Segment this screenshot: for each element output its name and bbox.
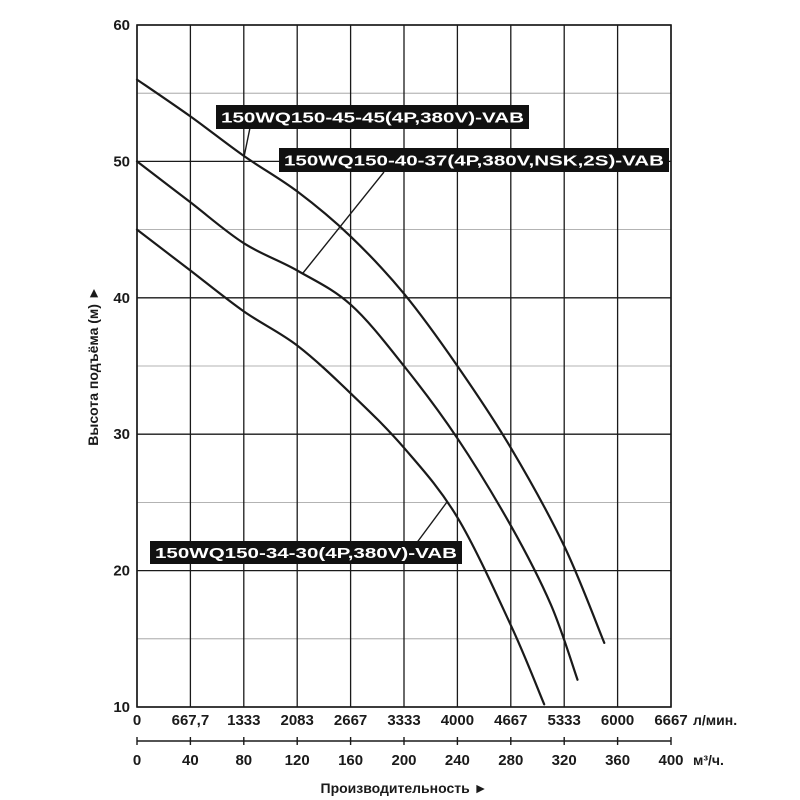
series-label: 150WQ150-40-37(4P,380V,NSK,2S)-VAB [284,153,664,170]
y-tick-label: 40 [113,290,130,307]
x-tick-label-m3h: 120 [285,752,310,769]
y-tick-label: 20 [113,563,130,580]
curve-150wq150-40-37 [135,160,579,681]
second-x-axis [136,737,672,745]
callout-layer [243,117,448,557]
x-unit-m3h: м³/ч. [693,752,724,768]
x-tick-label-lpm: 6000 [601,712,634,729]
series-label-box [150,541,462,564]
x-tick-label-lpm: 4667 [494,712,527,729]
x-tick-label-lpm: 2667 [334,712,367,729]
y-tick-label: 60 [113,17,130,34]
y-tick-label: 30 [113,426,130,443]
y-tick-label: 10 [113,699,130,716]
series-layer [135,78,606,706]
x-tick-label-lpm: 5333 [548,712,581,729]
x-tick-label-m3h: 40 [182,752,199,769]
x-tick-label-m3h: 200 [391,752,416,769]
label-leader-line [302,171,385,274]
x-tick-label-m3h: 320 [552,752,577,769]
series-label: 150WQ150-45-45(4P,380V)-VAB [221,110,524,127]
x-tick-label-lpm: 6667 [654,712,687,729]
x-tick-label-lpm: 1333 [227,712,260,729]
x-tick-label-lpm: 2083 [281,712,314,729]
plot-border [136,24,672,708]
x-tick-label-m3h: 400 [658,752,683,769]
x-unit-lpm: л/мин. [693,712,737,728]
plot-frame [136,24,672,708]
series-label-layer: 150WQ150-45-45(4P,380V)-VAB 150WQ150-40-3… [150,105,669,564]
x-tick-label-m3h: 280 [498,752,523,769]
x-tick-label-m3h: 80 [235,752,252,769]
x-axis-title: Производительность ► [321,780,488,796]
x-tick-label-lpm: 4000 [441,712,474,729]
y-tick-label: 50 [113,153,130,170]
y-tick-labels: 10 20 30 40 50 60 [113,17,130,716]
series-label-box [216,105,529,129]
x-tick-label-m3h: 360 [605,752,630,769]
x-tick-label-lpm: 0 [133,712,141,729]
series-label-box [279,148,669,172]
x-tick-label-m3h: 160 [338,752,363,769]
curve-150wq150-45-45 [135,78,606,644]
x-tick-label-lpm: 667,7 [172,712,210,729]
x-tick-label-lpm: 3333 [387,712,420,729]
x-tick-labels-flow-m3h: 0 40 80 120 160 200 240 280 320 360 400 [133,752,684,769]
x-tick-label-m3h: 240 [445,752,470,769]
y-axis-title: Высота подъёма (м) ► [85,286,101,445]
curve-150wq150-34-30 [135,228,546,706]
series-label: 150WQ150-34-30(4P,380V)-VAB [155,545,457,562]
x-tick-labels-flow-lpm: 0 667,7 1333 2083 2667 3333 4000 4667 5333 6000 66… [133,712,688,729]
x-tick-label-m3h: 0 [133,752,141,769]
